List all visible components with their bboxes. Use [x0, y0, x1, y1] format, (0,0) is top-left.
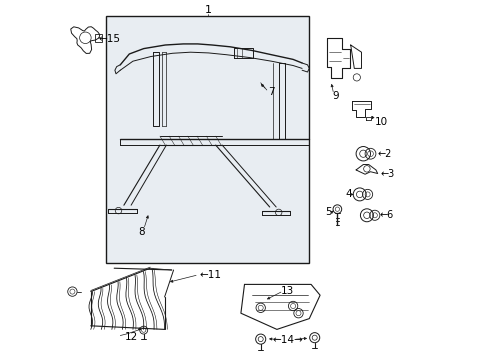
Bar — [95, 34, 102, 42]
Text: ←14→: ←14→ — [272, 335, 303, 345]
Text: 5: 5 — [325, 207, 331, 217]
Text: 12: 12 — [124, 332, 138, 342]
Text: 4: 4 — [345, 189, 351, 199]
Text: 9: 9 — [331, 91, 338, 102]
Text: ←2: ←2 — [377, 149, 391, 159]
Text: ←6: ←6 — [379, 210, 393, 220]
Text: ←3: ←3 — [380, 168, 394, 179]
Text: 8: 8 — [138, 227, 145, 237]
FancyBboxPatch shape — [106, 16, 309, 263]
Text: 10: 10 — [374, 117, 387, 127]
Text: 1: 1 — [204, 5, 212, 15]
Text: 13: 13 — [281, 286, 294, 296]
Text: 7: 7 — [267, 87, 274, 97]
Text: ←11: ←11 — [199, 270, 221, 280]
Text: ←15: ←15 — [98, 33, 120, 44]
